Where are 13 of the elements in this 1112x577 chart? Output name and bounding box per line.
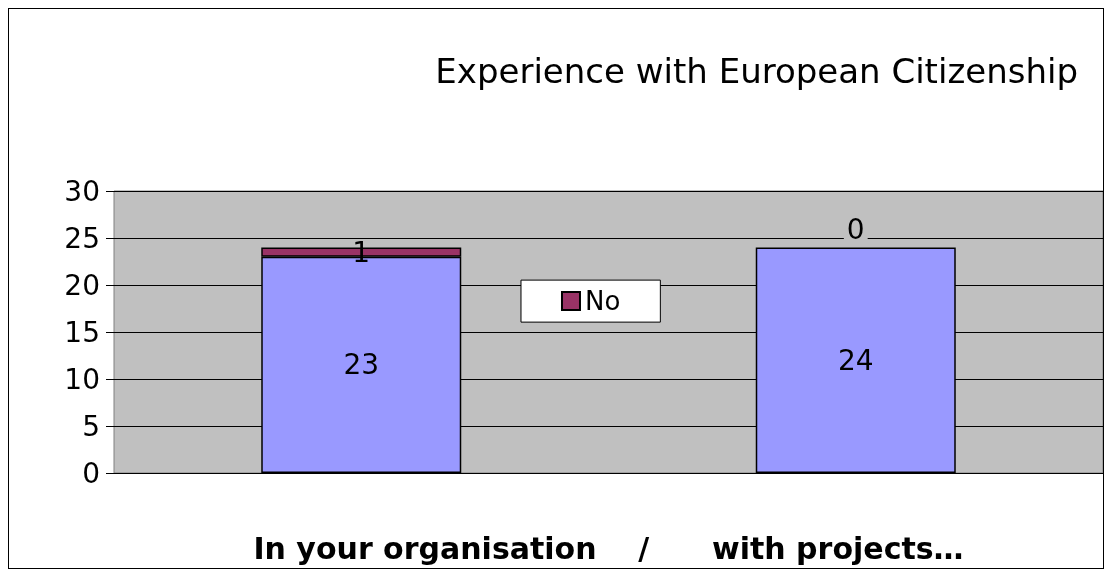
y-tick-label: 0 bbox=[82, 456, 100, 490]
y-tick-label: 5 bbox=[82, 409, 100, 443]
legend-label: No bbox=[584, 286, 621, 317]
chart-title: Experience with European Citizenship bbox=[435, 51, 1079, 91]
x-axis-title: In your organisation / with projects… bbox=[253, 530, 964, 566]
data-label: 23 bbox=[343, 348, 380, 382]
y-tick-label: 10 bbox=[64, 362, 100, 396]
y-tick-label: 30 bbox=[64, 174, 100, 208]
y-tick-label: 20 bbox=[64, 268, 100, 302]
data-label: 24 bbox=[837, 343, 874, 377]
data-label: 0 bbox=[846, 212, 865, 246]
y-tick-label: 25 bbox=[64, 221, 100, 255]
y-tick-label: 15 bbox=[64, 315, 100, 349]
